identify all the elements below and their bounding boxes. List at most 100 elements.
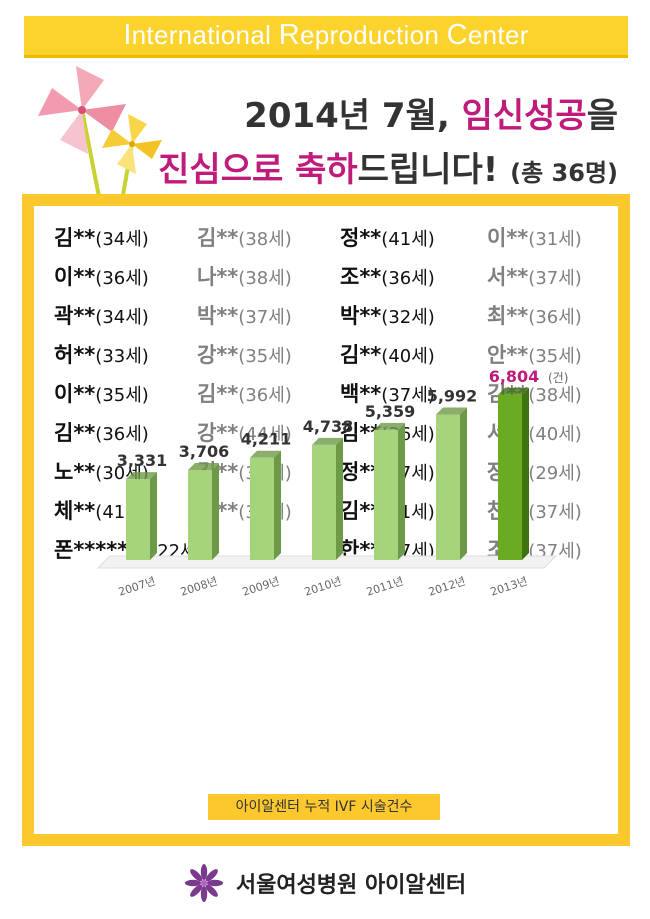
bar-top	[498, 387, 529, 395]
patient-name: 김**	[340, 343, 382, 367]
patient-age: (41세)	[381, 229, 435, 250]
patient-name: 박**	[340, 304, 382, 328]
patient-age: (32세)	[381, 307, 435, 328]
patient-age: (38세)	[528, 385, 582, 406]
chart-title: 아이알센터 누적 IVF 시술건수	[208, 794, 440, 820]
bar-side	[212, 462, 219, 560]
patient-name: 허**	[54, 343, 96, 367]
bar-top	[188, 462, 219, 470]
bar-value-label: 6,804	[489, 367, 540, 386]
patient-age: (37세)	[381, 385, 435, 406]
bar-top	[436, 407, 467, 415]
patient-age: (38세)	[238, 229, 292, 250]
bar-value-label: 5,992	[427, 386, 478, 405]
patient-name: 강**	[197, 343, 239, 367]
patient-entry: 박**(37세)	[197, 298, 340, 337]
headline-line-1: 2014년 7월, 임신성공을	[244, 96, 618, 136]
patient-entry: 김**(36세)	[197, 376, 340, 415]
patient-age: (34세)	[95, 229, 149, 250]
bar-value-label: 4,211	[241, 430, 292, 449]
patient-name: 체**	[54, 499, 96, 523]
patient-age: (35세)	[528, 346, 582, 367]
bar	[312, 444, 336, 560]
bar-side	[460, 407, 467, 560]
banner-word-2: Reproduction	[278, 19, 440, 51]
bar-side	[336, 437, 343, 560]
x-tick-label: 2010년	[303, 575, 343, 599]
patient-name: 조**	[340, 265, 382, 289]
x-tick-label: 2011년	[365, 575, 405, 599]
patient-name: 나**	[197, 265, 239, 289]
patient-name: 이**	[54, 382, 96, 406]
patient-age: (34세)	[95, 307, 149, 328]
patient-age: (37세)	[528, 502, 582, 523]
patient-name: 강**	[197, 421, 239, 445]
bar	[250, 457, 274, 560]
bar-value-label: 3,706	[179, 442, 230, 461]
bar-top	[312, 437, 343, 445]
patient-entry: 강**(35세)	[197, 337, 340, 376]
patient-entry: 강**(44세)	[197, 415, 340, 454]
bar-side	[274, 450, 281, 560]
x-tick-label: 2013년	[489, 575, 529, 599]
patient-name: 서**	[487, 265, 529, 289]
x-tick-label: 2008년	[179, 575, 219, 599]
patient-entry: 백**(37세)	[340, 376, 487, 415]
banner-word-1: International	[123, 19, 272, 51]
patient-name: 최**	[487, 304, 529, 328]
patient-age: (36세)	[95, 424, 149, 445]
patient-entry: 김**(40세)	[340, 337, 487, 376]
organization-name: 서울여성병원 아이알센터	[235, 873, 467, 898]
patient-age: (36세)	[238, 385, 292, 406]
patient-name: 이**	[487, 226, 529, 250]
patient-name: 정**	[340, 226, 382, 250]
patient-age: (31세)	[528, 229, 582, 250]
ivf-bar-chart: 3,331 2007년 3,706 2008년 4,211 2009년 4,738 2010년…	[96, 367, 568, 599]
center-name-banner: International Reproduction Center	[24, 16, 628, 58]
patient-entry: 김**(34세)	[54, 220, 197, 259]
patient-name: 백**	[340, 382, 382, 406]
patient-entry: 박**(32세)	[340, 298, 487, 337]
bar-top	[250, 450, 281, 458]
patient-age: (36세)	[95, 268, 149, 289]
headline-line-2: 진심으로 축하드립니다! (총 36명)	[158, 150, 618, 190]
patient-name: 김**	[54, 421, 96, 445]
patient-entry: 조**(36세)	[340, 259, 487, 298]
patient-age: (29세)	[528, 463, 582, 484]
patient-age: (37세)	[238, 307, 292, 328]
bar-side	[398, 422, 405, 560]
patient-entry: 이**(35세)	[54, 376, 197, 415]
patient-entry: 이**(31세)	[487, 220, 614, 259]
patient-entry: 이**(36세)	[54, 259, 197, 298]
bar	[188, 469, 212, 560]
patient-entry: 김**(36세)	[54, 415, 197, 454]
x-tick-label: 2009년	[241, 575, 281, 599]
patient-name: 김**	[54, 226, 96, 250]
patient-entry: 허**(33세)	[54, 337, 197, 376]
patient-age: (35세)	[95, 385, 149, 406]
patient-entry: 서**(37세)	[487, 259, 614, 298]
unit-label: (건)	[548, 371, 568, 385]
patient-entry: 안**(35세)	[487, 337, 614, 376]
patient-age: (35세)	[238, 346, 292, 367]
bar-value-label: 5,359	[365, 402, 416, 421]
bar-side	[522, 387, 529, 560]
patient-age: (33세)	[95, 346, 149, 367]
patient-age: (36세)	[381, 268, 435, 289]
bar-value-label: 3,331	[117, 451, 168, 470]
flower-logo-icon	[184, 864, 223, 902]
patient-entry: 나**(38세)	[197, 259, 340, 298]
patient-name: 노**	[54, 460, 96, 484]
bar-value-label: 4,738	[303, 417, 354, 436]
patient-age: (36세)	[528, 307, 582, 328]
x-tick-label: 2007년	[117, 575, 157, 599]
bar-top	[126, 472, 157, 480]
patient-age: (37세)	[528, 268, 582, 289]
bar	[126, 479, 150, 560]
patient-name: 박**	[197, 304, 239, 328]
patient-entry: 김**(38세)	[197, 220, 340, 259]
patient-entry: 최**(36세)	[487, 298, 614, 337]
patient-entry: 곽**(34세)	[54, 298, 197, 337]
total-count: (총 36명)	[510, 159, 618, 187]
patient-age: (40세)	[381, 346, 435, 367]
